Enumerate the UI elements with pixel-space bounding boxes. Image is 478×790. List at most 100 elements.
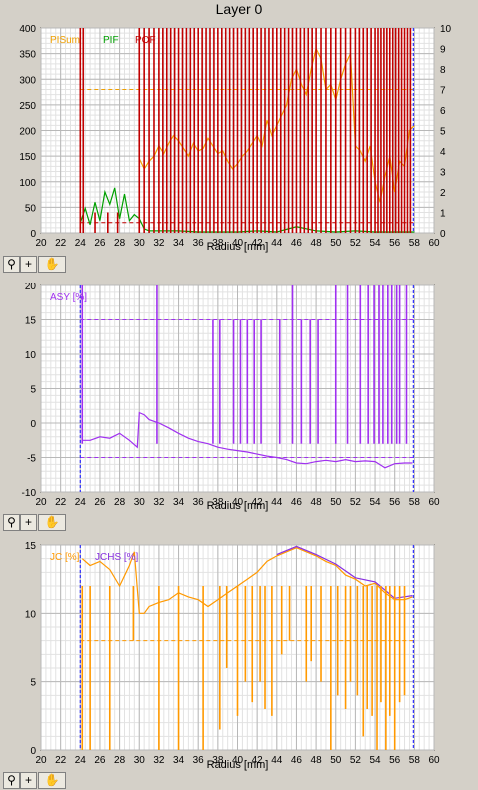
x-tick-label: 32	[153, 238, 165, 249]
x-tick-label: 46	[291, 497, 303, 508]
x-axis-label: Radius [mm]	[207, 241, 269, 253]
x-tick-label: 30	[134, 755, 146, 766]
x-tick-label: 34	[173, 497, 185, 508]
x-tick-label: 56	[389, 755, 401, 766]
x-axis-label: Radius [mm]	[207, 759, 269, 771]
x-tick-label: 38	[212, 497, 224, 508]
y2-tick-label: 5	[440, 127, 446, 138]
y-tick-label: 250	[19, 101, 36, 112]
x-tick-label: 42	[252, 238, 264, 249]
y2-tick-label: 7	[440, 86, 446, 97]
y-tick-label: 0	[30, 746, 36, 757]
x-tick-label: 44	[271, 755, 283, 766]
y2-tick-label: 1	[440, 209, 446, 220]
x-tick-label: 28	[114, 238, 126, 249]
y2-tick-label: 8	[440, 65, 446, 76]
legend-label: PISum	[50, 35, 80, 46]
legend-label: POF	[135, 35, 156, 46]
x-tick-label: 48	[311, 755, 323, 766]
pan-hand-icon[interactable]: ✋	[38, 514, 66, 531]
x-tick-label: 42	[252, 755, 264, 766]
y2-tick-label: 10	[440, 24, 452, 35]
x-axis-label: Radius [mm]	[207, 500, 269, 512]
x-tick-label: 54	[369, 238, 381, 249]
x-tick-label: 44	[271, 238, 283, 249]
x-tick-label: 36	[193, 238, 205, 249]
y-tick-label: -10	[22, 488, 37, 499]
x-tick-label: 26	[94, 238, 106, 249]
crosshair-icon[interactable]: +	[20, 256, 37, 273]
toolbar-2: ⚲ + ✋	[1, 514, 67, 531]
y-tick-label: 200	[19, 127, 36, 138]
x-tick-label: 54	[369, 497, 381, 508]
x-tick-label: 20	[35, 238, 47, 249]
chart-panel-2: 20 22 24 26 28 30 32 34 36 38 40 42 44 46 48 50 52 54 56 58…	[22, 283, 440, 512]
x-tick-label: 22	[55, 755, 67, 766]
x-tick-label: 50	[330, 497, 342, 508]
y-tick-label: 300	[19, 75, 36, 86]
toolbar-3: ⚲ + ✋	[1, 772, 67, 789]
x-tick-label: 58	[409, 755, 421, 766]
crosshair-icon[interactable]: +	[20, 514, 37, 531]
legend-label: PIF	[103, 35, 119, 46]
x-tick-label: 26	[94, 755, 106, 766]
crosshair-icon[interactable]: +	[20, 772, 37, 789]
x-tick-label: 32	[153, 755, 165, 766]
y-tick-label: 10	[25, 609, 37, 620]
y-tick-label: 15	[25, 316, 37, 327]
x-tick-label: 34	[173, 755, 185, 766]
x-tick-label: 52	[350, 755, 362, 766]
toolbar-1: ⚲ + ✋	[1, 256, 67, 273]
x-tick-label: 56	[389, 497, 401, 508]
chart-panel-3: 20 22 24 26 28 30 32 34 36 38 40 42 44 46 48 50 52 54 56 58…	[25, 541, 440, 771]
legend-label: JC [%]	[50, 552, 80, 563]
x-tick-label: 20	[35, 755, 47, 766]
y2-tick-label: 0	[440, 229, 446, 240]
x-tick-label: 20	[35, 497, 47, 508]
y-tick-label: 50	[25, 203, 37, 214]
y-tick-label: 15	[25, 541, 37, 552]
zoom-icon[interactable]: ⚲	[3, 772, 20, 789]
series-line	[82, 411, 413, 469]
x-tick-label: 32	[153, 497, 165, 508]
x-tick-label: 60	[428, 497, 440, 508]
x-tick-label: 50	[330, 238, 342, 249]
y2-tick-label: 9	[440, 45, 446, 56]
zoom-icon[interactable]: ⚲	[3, 514, 20, 531]
x-tick-label: 44	[271, 497, 283, 508]
x-tick-label: 28	[114, 497, 126, 508]
x-tick-label: 40	[232, 497, 244, 508]
x-tick-label: 48	[311, 497, 323, 508]
x-tick-label: 24	[75, 755, 87, 766]
x-tick-label: 36	[193, 497, 205, 508]
series-line	[276, 545, 413, 599]
y-tick-label: 5	[30, 385, 36, 396]
legend-label: JCHS [%]	[95, 552, 139, 563]
x-tick-label: 30	[134, 238, 146, 249]
x-tick-label: 40	[232, 238, 244, 249]
x-tick-label: 58	[409, 238, 421, 249]
legend-label: ASY [%]	[50, 292, 87, 303]
y-tick-label: 20	[25, 283, 37, 292]
zoom-icon[interactable]: ⚲	[3, 256, 20, 273]
y2-tick-label: 6	[440, 106, 446, 117]
y-tick-label: 350	[19, 50, 36, 61]
x-tick-label: 46	[291, 755, 303, 766]
y2-tick-label: 2	[440, 188, 446, 199]
y-tick-label: 5	[30, 678, 36, 689]
pan-hand-icon[interactable]: ✋	[38, 256, 66, 273]
pan-hand-icon[interactable]: ✋	[38, 772, 66, 789]
x-tick-label: 56	[389, 238, 401, 249]
y-tick-label: 150	[19, 152, 36, 163]
x-tick-label: 24	[75, 497, 87, 508]
x-tick-label: 22	[55, 238, 67, 249]
x-tick-label: 30	[134, 497, 146, 508]
x-tick-label: 60	[428, 755, 440, 766]
x-tick-label: 52	[350, 497, 362, 508]
chart-panel-1: 20 22 24 26 28 30 32 34 36 38 40 42 44 46 48 50 52 54 56 58…	[19, 24, 452, 253]
y-tick-label: -5	[27, 454, 36, 465]
x-tick-label: 28	[114, 755, 126, 766]
x-tick-label: 46	[291, 238, 303, 249]
x-tick-label: 54	[369, 755, 381, 766]
